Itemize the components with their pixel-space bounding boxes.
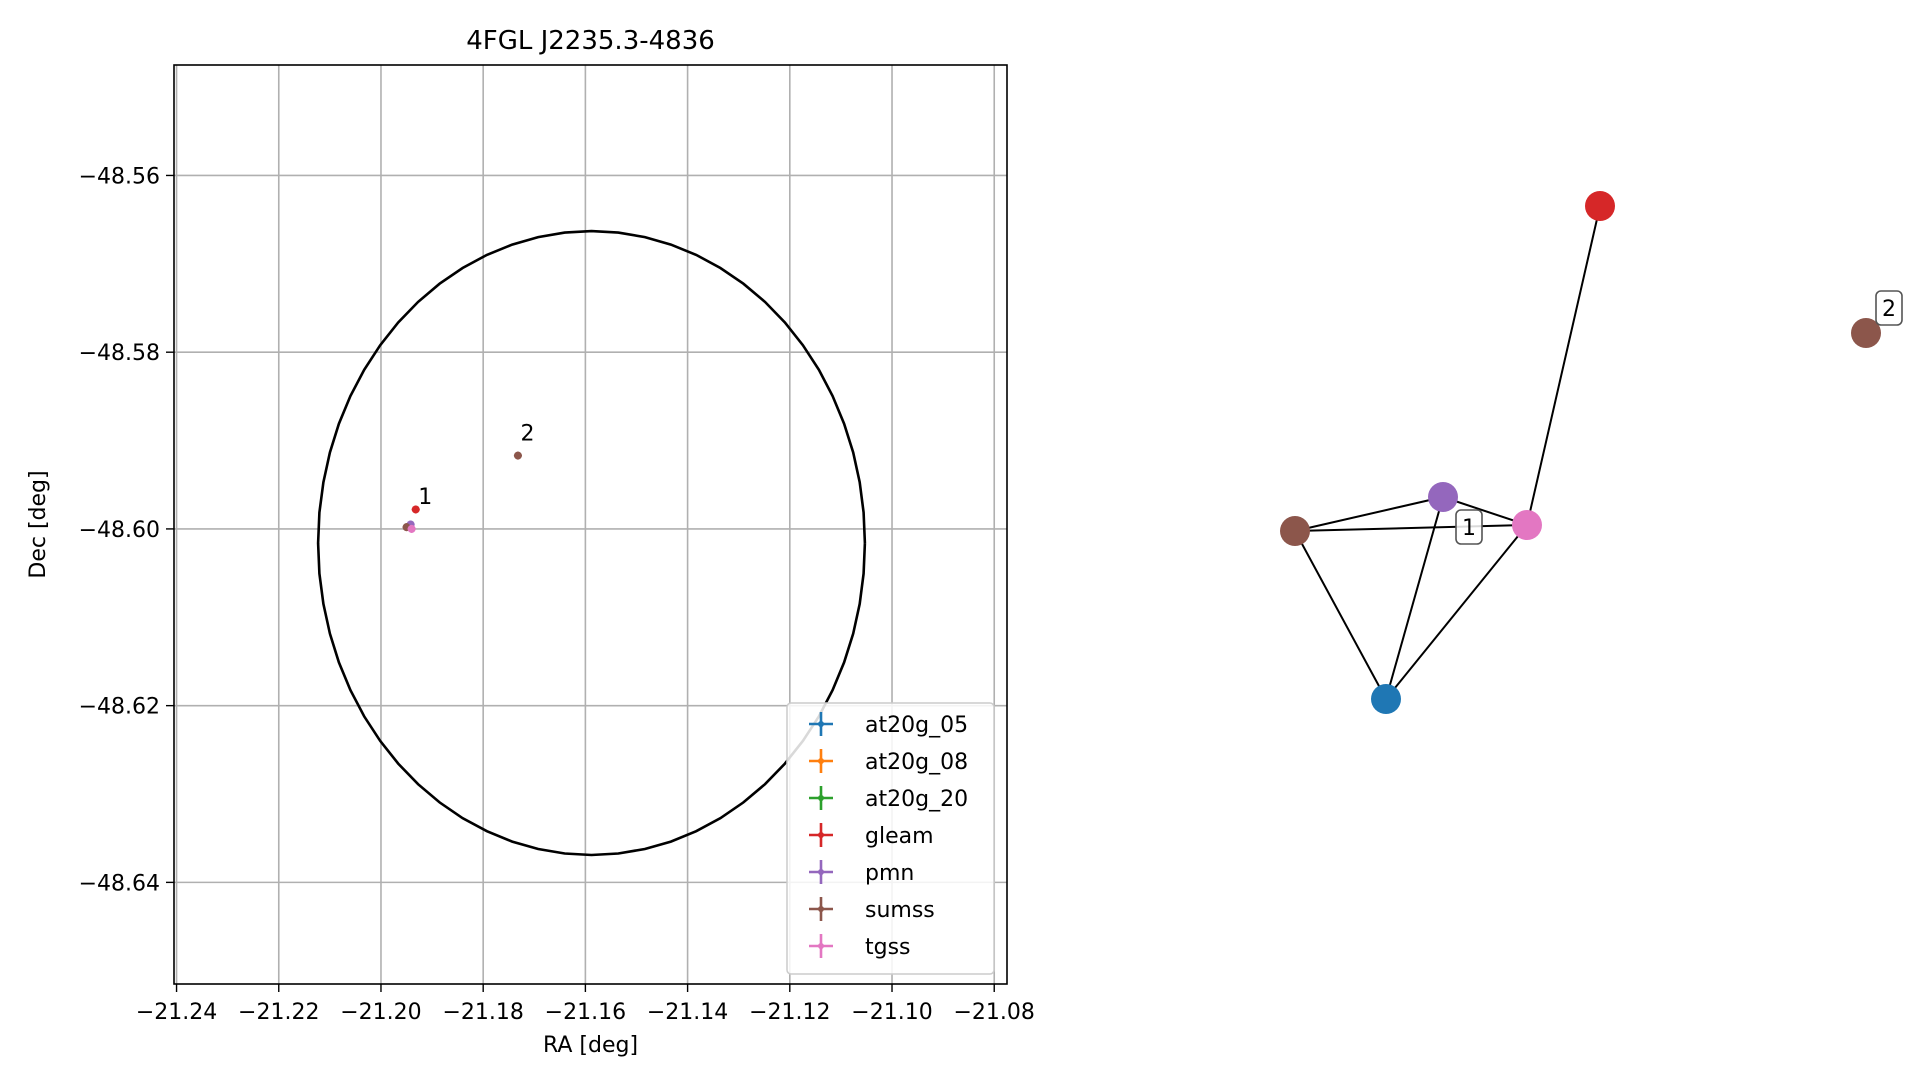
graph-node-tgss [1512, 510, 1542, 540]
legend-marker-at20g_08 [818, 758, 824, 764]
x-tick-label: −21.24 [136, 1000, 217, 1025]
y-tick-label: −48.62 [79, 695, 160, 720]
x-axis-label: RA [deg] [543, 1033, 638, 1058]
legend-label-at20g_08: at20g_08 [865, 750, 968, 775]
legend-label-at20g_05: at20g_05 [865, 713, 968, 738]
x-tick-label: −21.22 [238, 1000, 319, 1025]
x-tick-label: −21.08 [954, 1000, 1035, 1025]
graph-labels: 12 [1455, 290, 1903, 545]
legend-marker-tgss [818, 943, 824, 949]
graph-node-pmn [1428, 482, 1458, 512]
graph-label-box [1875, 290, 1903, 326]
tgss-point [407, 524, 416, 533]
plot-frame [173, 64, 1008, 985]
graph-edge [1385, 496, 1444, 700]
legend-marker-sumss [818, 906, 824, 912]
chart-title: 4FGL J2235.3-4836 [466, 26, 715, 56]
graph-edge [1294, 524, 1528, 532]
y-tick-label: −48.58 [79, 341, 160, 366]
graph-edge [1294, 530, 1387, 700]
legend-box [786, 702, 995, 975]
error-ellipse-path [316, 229, 867, 857]
graph-label-box [1455, 509, 1483, 545]
graph-label: 1 [1462, 516, 1476, 541]
scatter-panel: 12 −21.24 −21.22 −21.20 −21.18 −21.16 −21.14−… [26, 26, 1035, 1058]
graph-nodes [1280, 191, 1881, 714]
legend-label-pmn: pmn [865, 861, 914, 886]
sumss-point [513, 451, 522, 460]
y-tick-label: −48.64 [79, 871, 160, 896]
legend-label-tgss: tgss [865, 935, 911, 960]
legend-marker-at20g_05 [818, 721, 824, 727]
y-axis-label: Dec [deg] [26, 470, 51, 578]
x-tick-label: −21.12 [749, 1000, 830, 1025]
source-label: 2 [520, 422, 534, 447]
legend-marker-gleam [818, 832, 824, 838]
y-tick-label: −48.60 [79, 518, 160, 543]
graph-edge [1385, 524, 1528, 700]
graph-edge [1294, 496, 1444, 532]
legend-marker-pmn [818, 869, 824, 875]
axis-ticks: −21.24 −21.22 −21.20 −21.18 −21.16 −21.14 −21.… [79, 164, 1035, 1025]
legend-label-gleam: gleam [865, 824, 934, 849]
source-annotations: 12 [418, 422, 534, 511]
legend-label-at20g_20: at20g_20 [865, 787, 968, 812]
y-tick-label: −48.56 [79, 164, 160, 189]
graph-node-at20g_05 [1371, 684, 1401, 714]
legend-marker-at20g_20 [818, 795, 824, 801]
graph-edge [1526, 205, 1601, 526]
graph-label: 2 [1882, 297, 1896, 322]
graph-node-sumss_1 [1280, 516, 1310, 546]
source-label: 1 [418, 485, 432, 510]
x-tick-label: −21.14 [647, 1000, 728, 1025]
source-points [402, 451, 522, 533]
gleam-point [411, 505, 420, 514]
graph-edges [1294, 205, 1601, 700]
x-tick-label: −21.18 [442, 1000, 523, 1025]
error-ellipse [316, 229, 867, 857]
x-tick-label: −21.10 [851, 1000, 932, 1025]
graph-node-sumss_2 [1851, 318, 1881, 348]
legend-label-sumss: sumss [865, 898, 935, 923]
x-tick-label: −21.20 [340, 1000, 421, 1025]
crossmatch-graph: 12 [1280, 191, 1903, 714]
graph-node-gleam [1585, 191, 1615, 221]
x-tick-label: −21.16 [545, 1000, 626, 1025]
